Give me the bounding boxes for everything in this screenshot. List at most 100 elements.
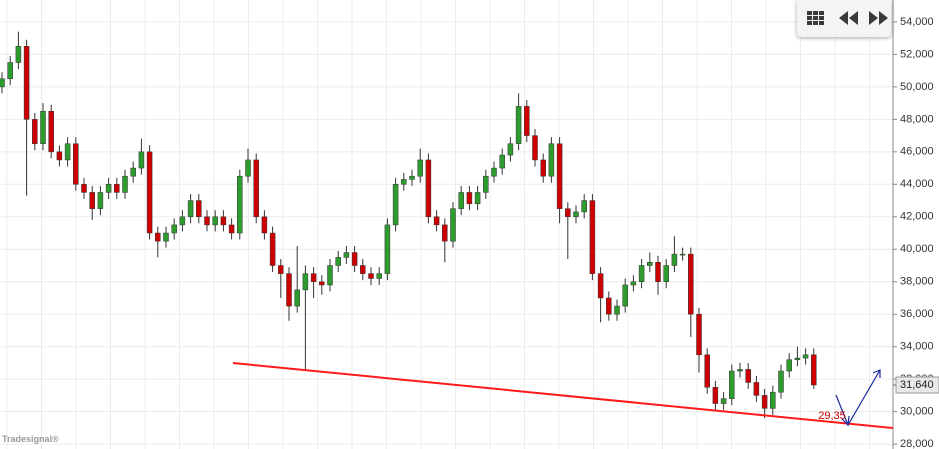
candle-body (351, 252, 358, 266)
candle-body (573, 211, 579, 218)
candle-body (15, 46, 22, 63)
candle-body (442, 224, 448, 242)
candle-body (302, 273, 309, 291)
y-tick-label: 28,000 (900, 438, 934, 449)
candle-body (81, 184, 87, 193)
candle-body (73, 143, 79, 185)
candle-body (392, 184, 399, 226)
candle-body (720, 398, 727, 404)
arrow-head (841, 415, 850, 427)
candle-body (253, 159, 259, 218)
candle-body (220, 216, 227, 226)
candle-body (310, 273, 317, 282)
candle-body (704, 354, 710, 388)
candle-body (581, 200, 587, 213)
candle-body (606, 297, 612, 315)
y-tick-label: 48,000 (900, 113, 934, 125)
candle-body (647, 262, 653, 266)
candle-body (491, 167, 497, 177)
candle-body (458, 192, 464, 209)
candle-body (163, 232, 169, 242)
annotation: 29,35 (818, 410, 846, 422)
candle-body (335, 257, 341, 266)
candle-body (319, 281, 325, 286)
candle-body (343, 252, 350, 258)
candle-body (48, 110, 54, 153)
candle-body (155, 232, 161, 242)
y-tick-label: 30,000 (900, 406, 934, 418)
candle-body (32, 119, 38, 144)
candle-body (638, 265, 645, 282)
y-tick-label: 44,000 (900, 178, 934, 190)
candle-body (360, 265, 366, 274)
candle-body (589, 200, 596, 274)
candle-body (663, 265, 669, 282)
candle-body (532, 135, 538, 161)
y-tick-label: 36,000 (900, 308, 934, 320)
candle-body (0, 78, 5, 88)
toolbar (797, 0, 891, 37)
logo: Tradesignal® (2, 434, 59, 444)
grid-button[interactable] (807, 11, 824, 25)
candle-body (40, 110, 46, 144)
candle-body (212, 216, 218, 226)
candle-body (524, 106, 530, 136)
candle-body (794, 357, 801, 360)
y-tick-label: 38,000 (900, 276, 934, 288)
candle-body (376, 273, 382, 279)
y-tick-label: 42,000 (900, 211, 934, 223)
candle-body (228, 224, 235, 234)
candle-body (245, 159, 251, 177)
candle-body (499, 154, 505, 169)
y-tick-label: 40,000 (900, 243, 934, 255)
toolbar-icons (807, 11, 888, 25)
candle-body (614, 305, 620, 315)
candle-body (171, 224, 177, 234)
candle-body (204, 216, 210, 226)
candle-body (122, 175, 128, 193)
candle-body (7, 62, 13, 80)
candle-body (64, 143, 71, 161)
candle-body (466, 192, 473, 205)
candle-body (729, 370, 735, 399)
candle-body (237, 175, 243, 234)
candle-body (401, 179, 407, 185)
forward-button[interactable] (869, 11, 888, 25)
trend-line (232, 362, 894, 429)
candle-body (753, 382, 760, 396)
candle-body (745, 369, 751, 383)
y-tick-label: 50,000 (900, 81, 934, 93)
candle-body (179, 216, 186, 226)
candle-body (696, 313, 702, 356)
y-tick-label: 54,000 (900, 16, 934, 28)
candle-body (23, 46, 30, 120)
candle-body (105, 184, 112, 193)
candle-body (196, 200, 202, 218)
candle-body (671, 253, 678, 266)
candle-body (565, 208, 571, 218)
candle-body (630, 281, 637, 286)
candle-body (622, 284, 628, 307)
candle-body (483, 175, 489, 193)
candle-body (811, 354, 817, 386)
candle-body (384, 224, 391, 274)
candle-body (688, 253, 694, 315)
last-price-label: 31,640 (900, 379, 934, 391)
candle-body (187, 200, 194, 218)
candle-body (655, 262, 661, 282)
candle-body (261, 216, 268, 234)
candle-body (327, 265, 333, 286)
candle-body (368, 273, 374, 279)
y-tick-label: 34,000 (900, 341, 934, 353)
candle-body (425, 159, 432, 218)
candle-body (114, 184, 120, 193)
candle-body (278, 265, 284, 274)
candle-body (712, 387, 719, 404)
y-tick-label: 52,000 (900, 48, 934, 60)
forecast-arrows (835, 369, 881, 427)
rewind-button[interactable] (839, 11, 858, 25)
candle-body (761, 395, 768, 409)
candle-body (770, 391, 776, 409)
